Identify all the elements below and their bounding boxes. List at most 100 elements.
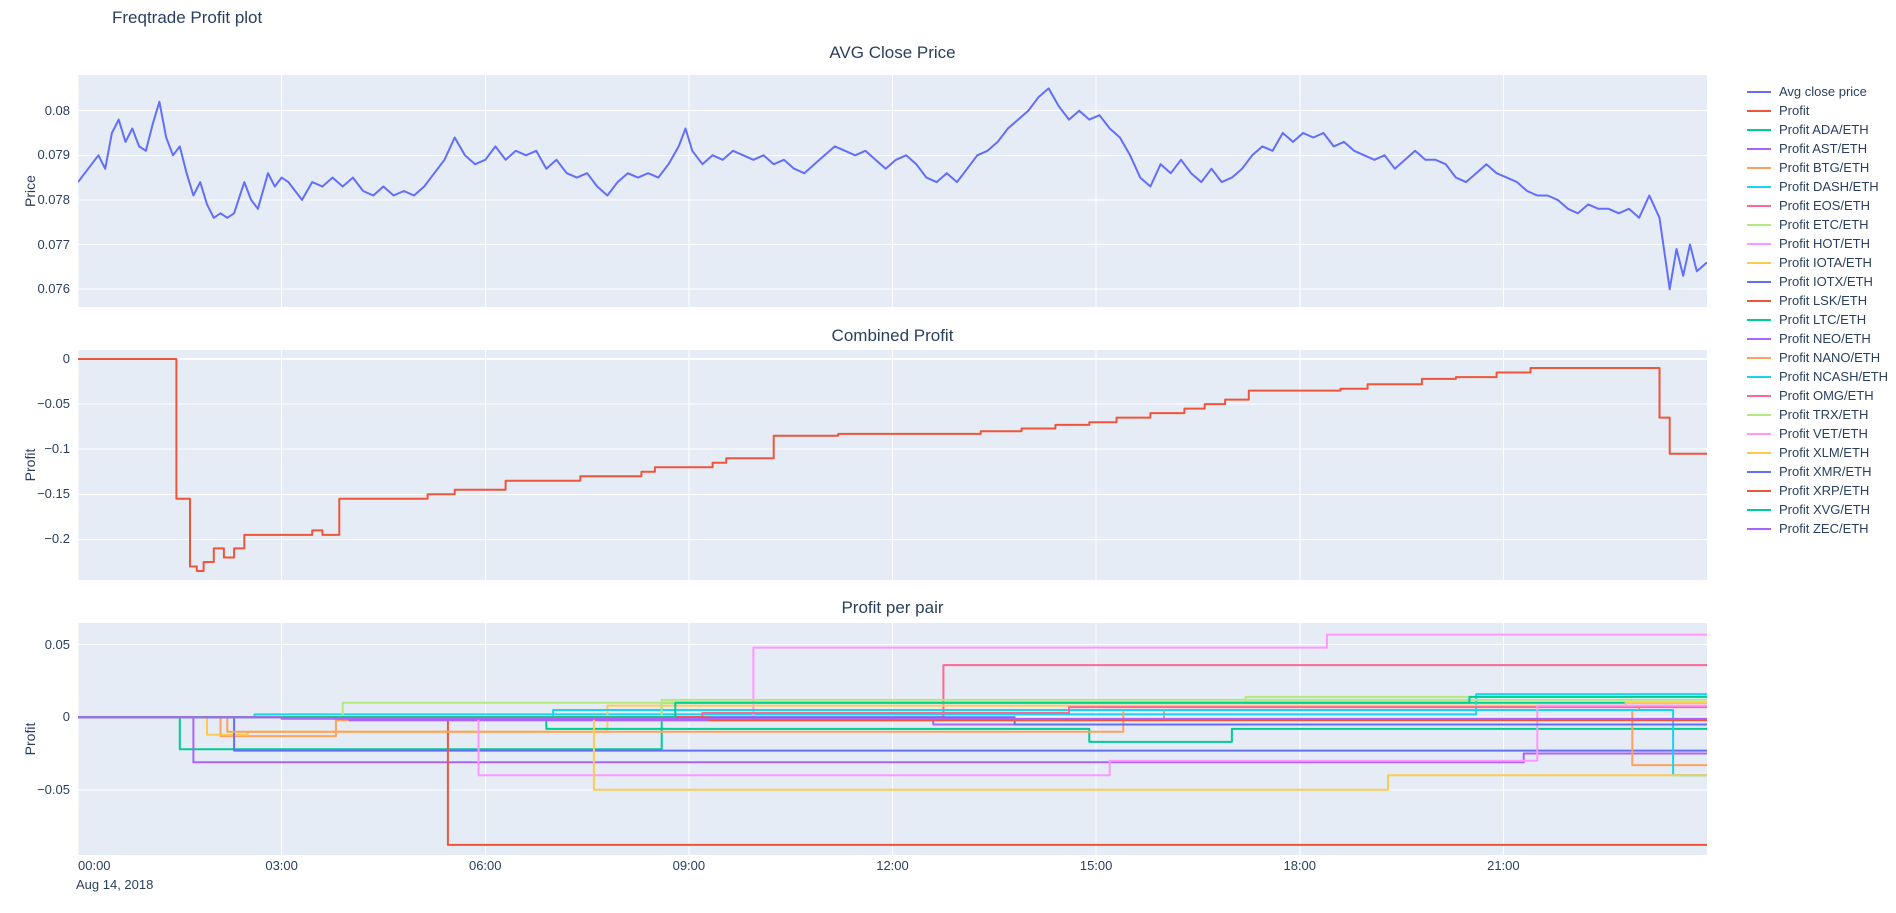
legend-line-swatch [1747,185,1771,188]
legend-line-swatch [1747,337,1771,340]
plot-combined-profit[interactable] [78,350,1707,580]
y-axis-label-profit-pairs: Profit [22,722,38,756]
legend-item-avg-close-price[interactable]: Avg close price [1747,82,1888,101]
legend-line-swatch [1747,166,1771,169]
legend-line-swatch [1747,451,1771,454]
legend-line-swatch [1747,413,1771,416]
legend-line-swatch [1747,356,1771,359]
legend-item-profit-ada-eth[interactable]: Profit ADA/ETH [1747,120,1888,139]
legend-item-profit-eos-eth[interactable]: Profit EOS/ETH [1747,196,1888,215]
legend-line-swatch [1747,299,1771,302]
legend-item-profit[interactable]: Profit [1747,101,1888,120]
legend-item-label: Profit VET/ETH [1779,426,1868,441]
legend-item-profit-vet-eth[interactable]: Profit VET/ETH [1747,424,1888,443]
legend-line-swatch [1747,147,1771,150]
legend-item-label: Profit ZEC/ETH [1779,521,1869,536]
legend-item-label: Profit [1779,103,1810,118]
legend-item-label: Profit NANO/ETH [1779,350,1881,365]
legend-item-profit-xvg-eth[interactable]: Profit XVG/ETH [1747,500,1888,519]
legend-item-profit-zec-eth[interactable]: Profit ZEC/ETH [1747,519,1888,538]
x-tick-label: 00:00 [78,858,111,873]
x-tick-label: 03:00 [265,858,298,873]
y-tick-label: 0 [62,709,70,725]
legend-item-label: Profit DASH/ETH [1779,179,1879,194]
subplot-title-avg-close-price: AVG Close Price [829,43,956,62]
legend-item-label: Profit XMR/ETH [1779,464,1872,479]
legend-item-profit-lsk-eth[interactable]: Profit LSK/ETH [1747,291,1888,310]
subplot-title-combined-profit: Combined Profit [831,326,954,345]
legend-line-swatch [1747,242,1771,245]
legend-line-swatch [1747,318,1771,321]
y-tick-label: −0.05 [37,396,70,412]
legend-line-swatch [1747,109,1771,112]
legend-item-profit-nano-eth[interactable]: Profit NANO/ETH [1747,348,1888,367]
legend-item-label: Profit LTC/ETH [1779,312,1867,327]
legend-line-swatch [1747,432,1771,435]
legend-item-profit-iota-eth[interactable]: Profit IOTA/ETH [1747,253,1888,272]
legend-item-label: Profit XVG/ETH [1779,502,1871,517]
y-tick-label: −0.15 [37,486,70,502]
y-tick-label: 0 [62,351,70,367]
y-tick-label: 0.076 [37,281,70,297]
y-tick-label: 0.077 [37,236,70,252]
legend-item-label: Profit OMG/ETH [1779,388,1874,403]
legend-item-profit-btg-eth[interactable]: Profit BTG/ETH [1747,158,1888,177]
legend-line-swatch [1747,470,1771,473]
legend-item-label: Profit AST/ETH [1779,141,1868,156]
legend-item-label: Profit BTG/ETH [1779,160,1870,175]
legend-item-label: Profit TRX/ETH [1779,407,1869,422]
y-tick-label: −0.05 [37,781,70,797]
legend-line-swatch [1747,261,1771,264]
legend-item-label: Profit ADA/ETH [1779,122,1869,137]
legend-item-profit-neo-eth[interactable]: Profit NEO/ETH [1747,329,1888,348]
y-tick-label: −0.1 [44,441,70,457]
x-tick-label: 06:00 [468,858,502,873]
x-tick-label: 21:00 [1487,858,1520,873]
legend-item-label: Profit XLM/ETH [1779,445,1870,460]
legend-line-swatch [1747,280,1771,283]
legend-item-profit-ltc-eth[interactable]: Profit LTC/ETH [1747,310,1888,329]
y-tick-label: 0.08 [44,102,70,118]
y-tick-label: 0.079 [37,147,70,163]
legend-line-swatch [1747,375,1771,378]
x-tick-label: 12:00 [876,858,909,873]
page-title: Freqtrade Profit plot [112,8,263,27]
legend-line-swatch [1747,394,1771,397]
legend: Avg close price Profit Profit ADA/ETH Profi… [1747,82,1888,538]
legend-item-label: Profit IOTA/ETH [1779,255,1872,270]
legend-item-profit-trx-eth[interactable]: Profit TRX/ETH [1747,405,1888,424]
legend-item-profit-omg-eth[interactable]: Profit OMG/ETH [1747,386,1888,405]
x-tick-label: 15:00 [1079,858,1113,873]
legend-item-profit-ncash-eth[interactable]: Profit NCASH/ETH [1747,367,1888,386]
y-tick-label: −0.2 [44,531,70,547]
plot-avg-close-price[interactable] [78,75,1707,307]
legend-item-profit-xmr-eth[interactable]: Profit XMR/ETH [1747,462,1888,481]
x-tick-label: 09:00 [672,858,706,873]
legend-item-profit-iotx-eth[interactable]: Profit IOTX/ETH [1747,272,1888,291]
legend-item-label: Profit IOTX/ETH [1779,274,1873,289]
legend-line-swatch [1747,223,1771,226]
legend-item-profit-dash-eth[interactable]: Profit DASH/ETH [1747,177,1888,196]
legend-item-profit-hot-eth[interactable]: Profit HOT/ETH [1747,234,1888,253]
legend-item-label: Profit EOS/ETH [1779,198,1871,213]
legend-line-swatch [1747,128,1771,131]
legend-item-label: Profit NEO/ETH [1779,331,1871,346]
legend-item-label: Avg close price [1779,84,1867,99]
legend-item-label: Profit ETC/ETH [1779,217,1869,232]
legend-line-swatch [1747,90,1771,93]
legend-line-swatch [1747,204,1771,207]
x-axis-date-label: Aug 14, 2018 [76,877,154,892]
legend-line-swatch [1747,508,1771,511]
legend-item-profit-etc-eth[interactable]: Profit ETC/ETH [1747,215,1888,234]
legend-item-profit-xlm-eth[interactable]: Profit XLM/ETH [1747,443,1888,462]
y-tick-label: 0.078 [37,191,70,207]
y-tick-label: 0.05 [44,636,70,652]
plot-profit-per-pair[interactable] [78,623,1707,855]
legend-line-swatch [1747,489,1771,492]
legend-item-label: Profit NCASH/ETH [1779,369,1889,384]
legend-item-profit-ast-eth[interactable]: Profit AST/ETH [1747,139,1888,158]
legend-item-profit-xrp-eth[interactable]: Profit XRP/ETH [1747,481,1888,500]
subplot-title-profit-per-pair: Profit per pair [841,598,944,617]
legend-item-label: Profit LSK/ETH [1779,293,1868,308]
